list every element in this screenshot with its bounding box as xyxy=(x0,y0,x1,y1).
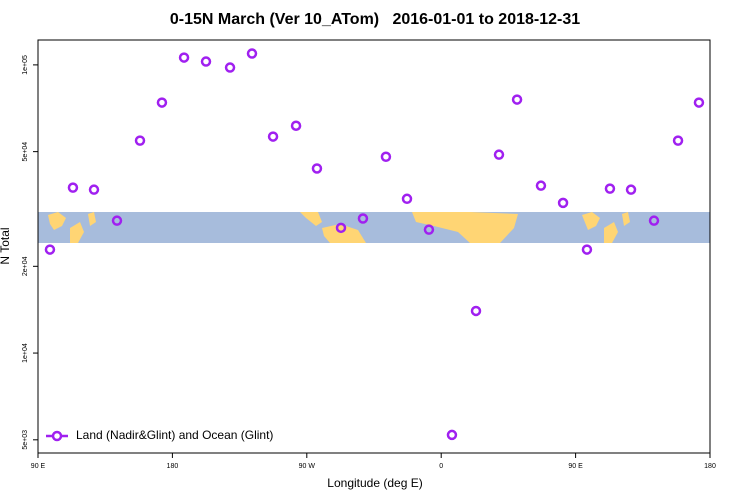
point xyxy=(44,244,56,255)
legend-marker xyxy=(51,430,63,442)
point xyxy=(88,184,100,195)
plot-frame xyxy=(37,39,711,454)
y-tick-label: 1e+04 xyxy=(22,343,29,363)
point xyxy=(380,151,392,162)
point xyxy=(693,97,705,108)
point xyxy=(134,135,146,146)
x-tick-label: 90 E xyxy=(568,463,583,470)
point xyxy=(557,197,569,209)
y-axis-label: N Total xyxy=(0,227,12,264)
y-tick-label: 1e+05 xyxy=(22,55,29,75)
point xyxy=(535,180,547,191)
y-tick-label: 5e+04 xyxy=(22,142,29,162)
point xyxy=(446,429,458,441)
point xyxy=(511,94,523,105)
x-axis-label: Longitude (deg E) xyxy=(327,476,422,490)
point xyxy=(625,184,637,195)
point xyxy=(311,163,323,174)
point xyxy=(200,56,212,67)
point xyxy=(672,135,684,146)
y-tick-label: 5e+03 xyxy=(22,430,29,450)
point xyxy=(470,305,482,317)
x-tick-label: 180 xyxy=(167,463,179,470)
x-tick-label: 180 xyxy=(704,463,716,470)
point xyxy=(67,182,79,193)
point xyxy=(178,52,190,63)
point xyxy=(290,120,302,131)
point xyxy=(335,222,347,234)
point xyxy=(357,213,369,224)
legend-label: Land (Nadir&Glint) and Ocean (Glint) xyxy=(76,428,273,442)
map-band xyxy=(38,212,710,243)
point xyxy=(423,224,435,235)
point xyxy=(111,215,123,226)
point xyxy=(604,183,616,194)
point xyxy=(156,97,168,108)
point xyxy=(493,149,505,160)
point xyxy=(224,62,236,73)
point xyxy=(401,193,413,205)
point xyxy=(581,244,593,255)
x-tick-label: 90 E xyxy=(31,463,46,470)
x-tick-label: 0 xyxy=(439,463,443,470)
point xyxy=(246,48,258,59)
point xyxy=(267,131,279,142)
chart-title: 0-15N March (Ver 10_ATom) 2016-01-01 to … xyxy=(170,11,580,28)
y-tick-label: 2e+04 xyxy=(22,256,29,276)
point xyxy=(648,215,660,226)
x-tick-label: 90 W xyxy=(299,463,316,470)
